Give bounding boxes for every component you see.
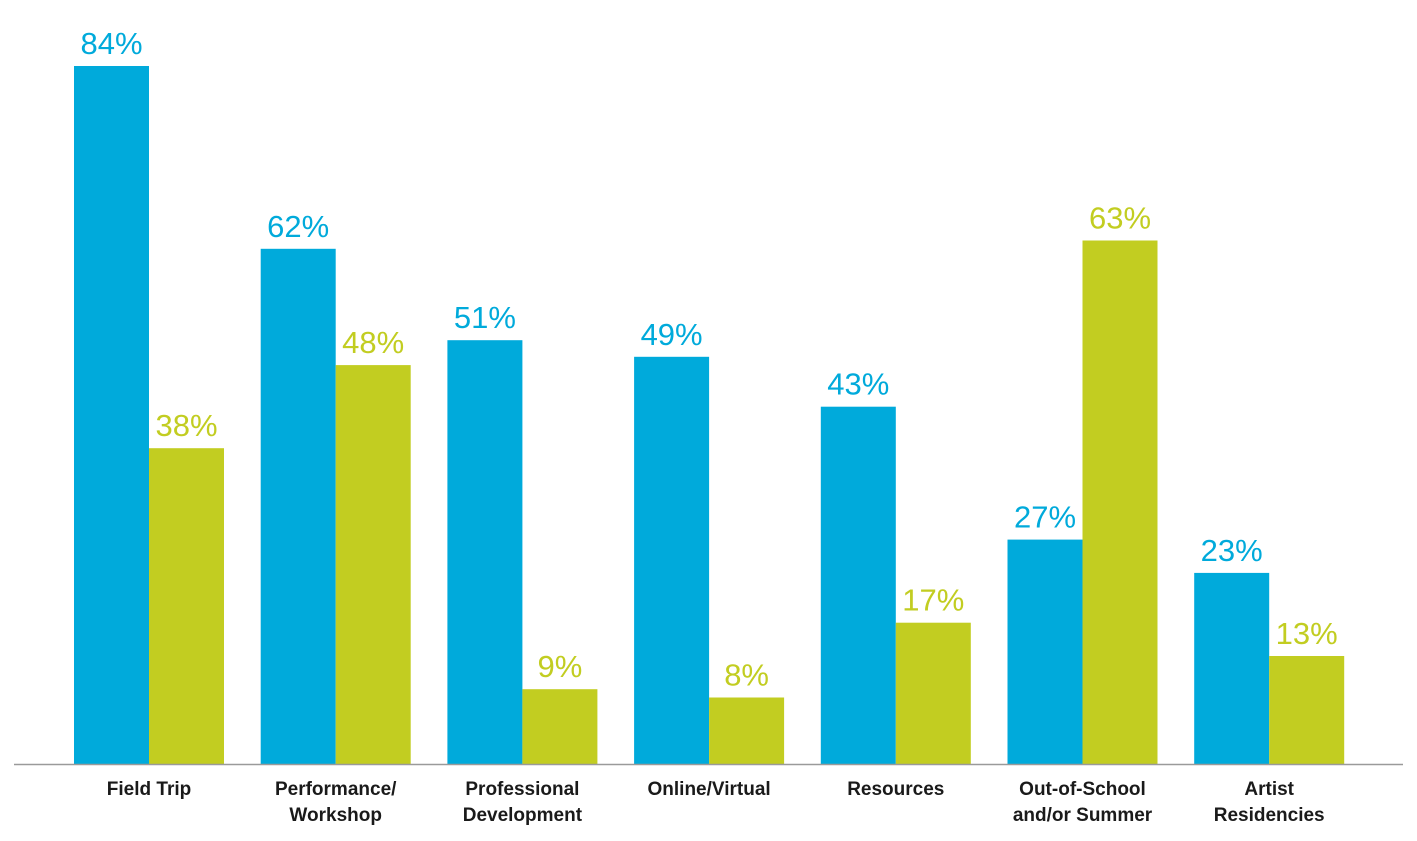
bar-performance-workshop-series-2 xyxy=(335,365,411,764)
bars-group xyxy=(74,66,1345,765)
value-label-performance-workshop-series-2: 48% xyxy=(342,325,404,360)
category-label-professional-development: Professional Development xyxy=(463,779,583,826)
category-label-line: Artist xyxy=(1244,779,1294,800)
value-label-professional-development-series-2: 9% xyxy=(537,649,582,684)
bar-field-trip-series-1 xyxy=(74,66,149,764)
bar-field-trip-series-2 xyxy=(149,448,224,764)
bar-out-of-school-and-or-summer-series-2 xyxy=(1082,240,1158,764)
bar-out-of-school-and-or-summer-series-1 xyxy=(1007,539,1083,764)
value-label-resources-series-1: 43% xyxy=(827,367,889,402)
bar-professional-development-series-1 xyxy=(447,340,523,764)
category-label-line: Performance/ xyxy=(275,779,397,800)
category-label-field-trip: Field Trip xyxy=(107,779,191,800)
category-label-performance-workshop: Performance/Workshop xyxy=(275,779,397,826)
category-label-artist-residencies: Artist Residencies xyxy=(1214,779,1325,826)
category-label-line: Residencies xyxy=(1214,805,1325,826)
bar-artist-residencies-series-2 xyxy=(1269,656,1345,764)
bar-professional-development-series-2 xyxy=(522,689,598,764)
bar-artist-residencies-series-1 xyxy=(1194,572,1270,764)
category-label-line: Workshop xyxy=(289,805,382,826)
value-label-resources-series-2: 17% xyxy=(902,583,964,618)
category-label-resources: Resources xyxy=(847,779,944,800)
category-label-online-virtual: Online/Virtual xyxy=(648,779,771,800)
category-label-line: Development xyxy=(463,805,583,826)
category-label-line: Field Trip xyxy=(107,779,191,800)
value-label-performance-workshop-series-1: 62% xyxy=(267,209,329,244)
category-label-line: and/or Summer xyxy=(1013,805,1153,826)
value-label-out-of-school-and-or-summer-series-2: 63% xyxy=(1089,201,1151,236)
value-label-online-virtual-series-1: 49% xyxy=(641,317,703,352)
bar-resources-series-1 xyxy=(820,406,896,764)
bar-resources-series-2 xyxy=(895,622,971,764)
bar-online-virtual-series-1 xyxy=(634,356,710,764)
category-label-line: Professional xyxy=(465,779,579,800)
category-labels-group: Field Trip Performance/Workshop Profession… xyxy=(107,779,1325,826)
bar-performance-workshop-series-1 xyxy=(260,248,336,765)
value-label-artist-residencies-series-2: 13% xyxy=(1276,616,1338,651)
category-label-line: Online/Virtual xyxy=(648,779,771,800)
category-label-line: Out-of-School xyxy=(1019,779,1146,800)
value-label-artist-residencies-series-1: 23% xyxy=(1201,533,1263,568)
category-label-out-of-school-and-or-summer: Out-of-School and/or Summer xyxy=(1013,779,1153,826)
value-label-professional-development-series-1: 51% xyxy=(454,300,516,335)
category-label-line: Resources xyxy=(847,779,944,800)
value-labels-group: 84% 38% 62% 48% 51% 9% 49% 8% 43% 17% 27% 63% 23% 13% xyxy=(80,26,1337,693)
value-label-online-virtual-series-2: 8% xyxy=(724,658,769,693)
value-label-out-of-school-and-or-summer-series-1: 27% xyxy=(1014,500,1076,535)
value-label-field-trip-series-2: 38% xyxy=(155,408,217,443)
bar-online-virtual-series-2 xyxy=(709,697,785,764)
value-label-field-trip-series-1: 84% xyxy=(80,26,142,61)
